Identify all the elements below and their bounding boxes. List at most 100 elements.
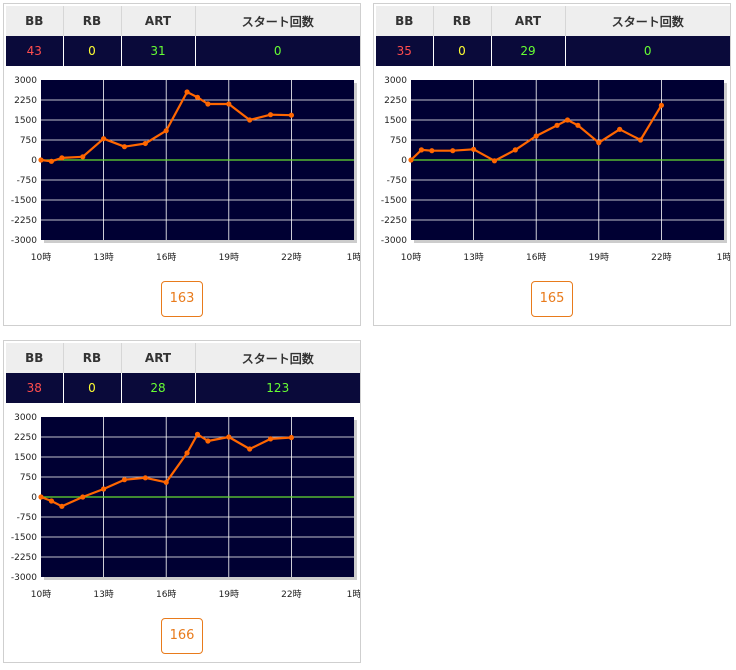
y-tick-label: -750 (17, 513, 38, 523)
y-tick-label: -3000 (381, 236, 407, 246)
y-tick-label: -1500 (381, 196, 407, 206)
machine-number-button[interactable]: 163 (161, 281, 203, 317)
x-tick-label: 10時 (31, 589, 51, 600)
data-point (48, 158, 55, 164)
y-tick-label: 1500 (384, 116, 407, 126)
y-tick-label: -1500 (11, 533, 37, 543)
slump-graph: 3000 2250 1500 750 0 -750 -1500 -2250 -3000 10時 13… (11, 76, 360, 263)
y-tick-label: 750 (20, 136, 37, 146)
data-point (48, 498, 55, 504)
data-point (418, 147, 425, 153)
data-point (288, 112, 294, 118)
x-tick-label: 22時 (281, 589, 301, 600)
stats-table: BB RB ART スタート回数 38 0 28 123 (6, 343, 360, 403)
data-point (512, 147, 518, 153)
data-point (288, 434, 294, 441)
y-tick-label: 750 (20, 473, 37, 483)
data-point (121, 477, 128, 483)
machine-card-3: BB RB ART スタート回数 38 0 28 123 3000 2250 150… (3, 340, 361, 663)
y-tick-label: -2250 (381, 216, 407, 226)
x-tick-label: 1時 (717, 252, 730, 263)
machine-number-button[interactable]: 165 (531, 281, 573, 317)
data-point (205, 101, 211, 107)
start-count-value: 0 (565, 36, 730, 66)
data-point (658, 102, 664, 108)
data-point (80, 494, 86, 500)
y-tick-label: 2250 (14, 433, 37, 443)
y-tick-label: -1500 (11, 196, 37, 206)
machine-number-button[interactable]: 166 (161, 618, 203, 654)
rb-value: 0 (63, 373, 122, 403)
stats-table: BB RB ART スタート回数 43 0 31 0 (6, 6, 360, 66)
data-point (554, 122, 560, 128)
art-header: ART (121, 343, 196, 373)
data-point (184, 89, 190, 95)
y-tick-label: -3000 (11, 573, 37, 583)
bb-value: 43 (6, 36, 64, 66)
data-point (267, 436, 274, 442)
data-point (38, 494, 44, 500)
data-point (163, 128, 169, 134)
data-point (533, 133, 539, 139)
y-tick-label: 2250 (14, 96, 37, 106)
data-point (429, 148, 435, 154)
start-count-value: 0 (195, 36, 360, 66)
data-point (184, 450, 190, 456)
y-tick-label: 750 (390, 136, 407, 146)
data-point (59, 155, 65, 161)
y-tick-label: 2250 (384, 96, 407, 106)
start-count-header: スタート回数 (195, 6, 360, 36)
art-value: 29 (491, 36, 566, 66)
art-value: 28 (121, 373, 196, 403)
start-count-value: 123 (195, 373, 360, 403)
data-point (491, 158, 498, 164)
x-tick-label: 10時 (401, 252, 421, 263)
data-point (59, 503, 65, 509)
x-tick-label: 13時 (93, 252, 113, 263)
x-tick-label: 19時 (589, 252, 609, 263)
art-header: ART (491, 6, 566, 36)
data-point (637, 137, 644, 143)
y-tick-label: 0 (31, 156, 37, 166)
rb-header: RB (63, 6, 122, 36)
y-tick-label: 1500 (14, 116, 37, 126)
x-tick-label: 16時 (526, 252, 546, 263)
rb-header: RB (63, 343, 122, 373)
data-point (247, 117, 253, 123)
x-tick-label: 22時 (281, 252, 301, 263)
y-tick-label: -2250 (11, 553, 37, 563)
x-tick-label: 22時 (651, 252, 671, 263)
data-point (226, 434, 232, 440)
y-tick-label: -2250 (11, 216, 37, 226)
x-tick-label: 1時 (347, 252, 360, 263)
data-point (38, 157, 44, 163)
start-count-header: スタート回数 (195, 343, 360, 373)
y-tick-label: 1500 (14, 453, 37, 463)
data-point (194, 94, 201, 100)
x-tick-label: 13時 (463, 252, 483, 263)
y-tick-label: -750 (387, 176, 408, 186)
data-point (80, 154, 86, 160)
slump-graph: 3000 2250 1500 750 0 -750 -1500 -2250 -3000 10時 13… (381, 76, 730, 263)
x-tick-label: 10時 (31, 252, 51, 263)
y-tick-label: 0 (401, 156, 407, 166)
bb-header: BB (6, 343, 64, 373)
data-point (247, 446, 253, 452)
start-count-header: スタート回数 (565, 6, 730, 36)
rb-value: 0 (63, 36, 122, 66)
x-tick-label: 13時 (93, 589, 113, 600)
rb-value: 0 (433, 36, 492, 66)
y-tick-label: 3000 (14, 413, 37, 423)
data-point (121, 144, 128, 150)
data-point (575, 122, 581, 128)
machine-card-2: BB RB ART スタート回数 35 0 29 0 3000 2250 1500 7… (373, 3, 731, 326)
data-point (564, 117, 571, 123)
data-point (450, 148, 456, 154)
slump-graph: 3000 2250 1500 750 0 -750 -1500 -2250 -3000 10時 13… (11, 413, 360, 600)
data-point (101, 486, 107, 492)
data-point (101, 136, 107, 142)
y-tick-label: -750 (17, 176, 38, 186)
stats-table: BB RB ART スタート回数 35 0 29 0 (376, 6, 730, 66)
bb-value: 35 (376, 36, 434, 66)
data-point (226, 101, 232, 107)
